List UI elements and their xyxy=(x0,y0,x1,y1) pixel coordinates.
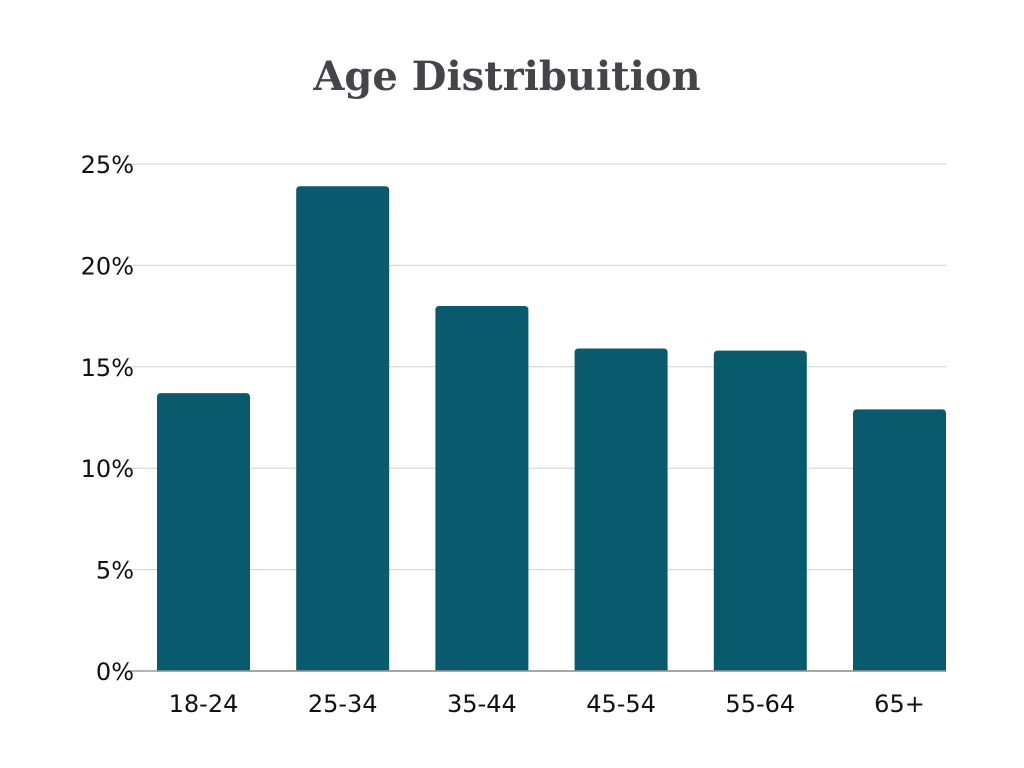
bars xyxy=(157,186,946,672)
y-tick-label: 15% xyxy=(81,354,134,382)
y-tick-label: 10% xyxy=(81,455,134,483)
gridlines xyxy=(128,163,946,672)
y-axis-ticks: 0% 5% 10% 15% 20% 25% xyxy=(81,151,134,686)
y-tick-label: 25% xyxy=(81,151,134,179)
y-tick-label: 5% xyxy=(96,557,134,585)
x-tick-label: 45-54 xyxy=(586,690,656,718)
x-tick-label: 55-64 xyxy=(725,690,795,718)
chart-title: Age Distribuition xyxy=(312,53,700,100)
bar-65+ xyxy=(853,409,946,671)
bar-25-34 xyxy=(296,186,390,672)
bar-55-64 xyxy=(713,350,807,671)
x-tick-label: 35-44 xyxy=(447,690,517,718)
y-tick-label: 20% xyxy=(81,252,134,280)
bar-35-44 xyxy=(435,305,529,671)
x-tick-label: 18-24 xyxy=(169,690,239,718)
x-tick-label: 65+ xyxy=(874,690,925,718)
bar-18-24 xyxy=(157,393,250,671)
x-tick-label: 25-34 xyxy=(308,690,378,718)
y-tick-label: 0% xyxy=(96,658,134,686)
bar-45-54 xyxy=(574,348,668,671)
x-axis-ticks: 18-24 25-34 35-44 45-54 55-64 65+ xyxy=(169,690,925,718)
